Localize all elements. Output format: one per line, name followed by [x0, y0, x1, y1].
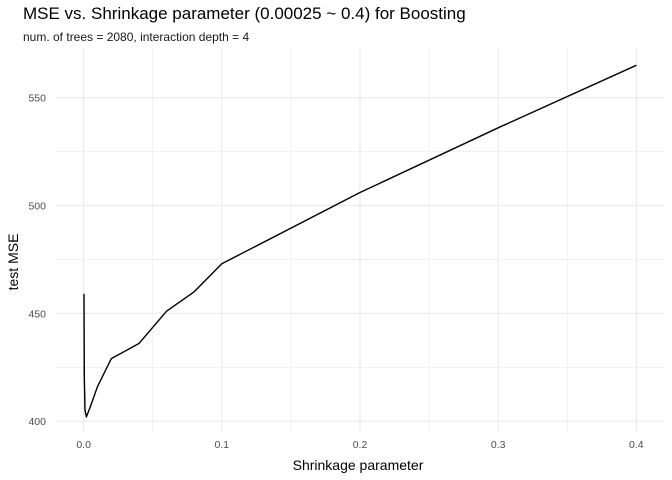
- mse-series-line: [83, 64, 637, 418]
- y-tick-label: 450: [28, 308, 46, 320]
- grid-lines: [56, 48, 664, 432]
- chart-subtitle: num. of trees = 2080, interaction depth …: [23, 30, 250, 44]
- y-axis-title: test MSE: [5, 234, 21, 291]
- x-tick-label: 0.1: [215, 439, 230, 451]
- y-tick-label: 550: [28, 93, 46, 105]
- series-layer: [83, 64, 637, 418]
- x-tick-label: 0.2: [353, 439, 368, 451]
- x-axis-title: Shrinkage parameter: [293, 457, 424, 473]
- tick-labels: 0.0 0.1 0.2 0.3 0.4 400 450 500 550: [28, 93, 643, 451]
- x-tick-label: 0.3: [491, 439, 506, 451]
- x-tick-label: 0.4: [629, 439, 644, 451]
- y-tick-label: 500: [28, 200, 46, 212]
- y-tick-label: 400: [28, 416, 46, 428]
- chart-title: MSE vs. Shrinkage parameter (0.00025 ~ 0…: [23, 4, 466, 23]
- x-tick-label: 0.0: [76, 439, 91, 451]
